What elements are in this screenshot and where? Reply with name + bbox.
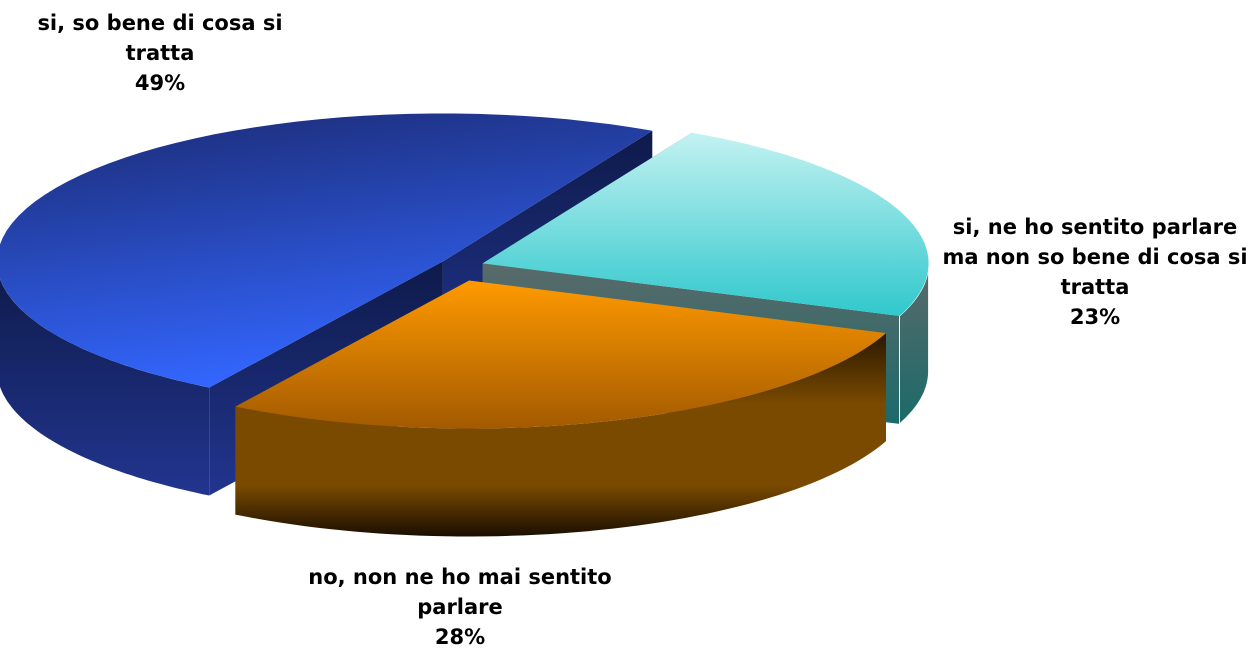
slice-label: si, ne ho sentito parlare ma non so bene… bbox=[935, 212, 1255, 332]
slice-label: no, non ne ho mai sentito parlare 28% bbox=[300, 562, 620, 651]
value-label: 23% bbox=[1069, 305, 1121, 329]
value-label: 28% bbox=[434, 625, 486, 649]
category-name: no, non ne ho mai sentito parlare bbox=[308, 565, 612, 619]
category-name: si, ne ho sentito parlare ma non so bene… bbox=[942, 215, 1248, 299]
slice-label: si, so bene di cosa si tratta 49% bbox=[0, 8, 320, 98]
category-name: si, so bene di cosa si tratta bbox=[37, 11, 283, 65]
slice bbox=[482, 132, 929, 316]
slice-side bbox=[235, 333, 886, 537]
slice-side bbox=[0, 278, 210, 496]
slice bbox=[235, 280, 886, 429]
slice bbox=[0, 113, 653, 388]
value-label: 49% bbox=[134, 71, 186, 95]
